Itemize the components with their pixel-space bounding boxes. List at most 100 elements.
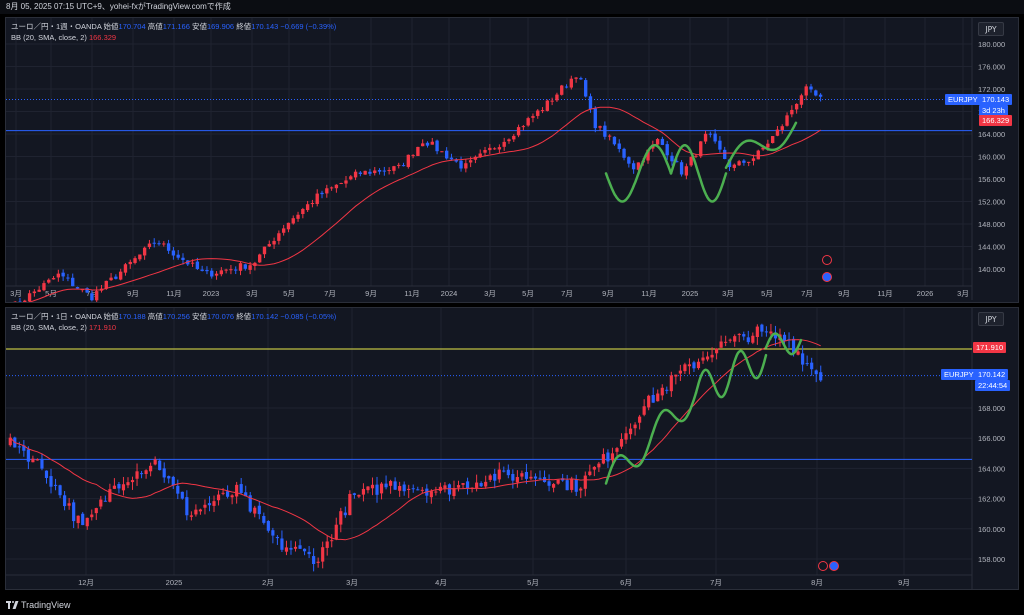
weekly-currency-button[interactable]: JPY xyxy=(978,22,1004,36)
price-axis-label: 140.000 xyxy=(978,265,1005,274)
time-axis-label: 3月 xyxy=(10,289,22,298)
price-axis-label: 144.000 xyxy=(978,243,1005,252)
candle-body xyxy=(660,138,665,145)
weekly-open-label: 始値 xyxy=(103,22,119,31)
time-axis-label: 5月 xyxy=(527,578,539,587)
time-axis-label: 3月 xyxy=(957,289,969,298)
candle-body xyxy=(564,86,569,88)
candle-body xyxy=(488,147,492,151)
daily-bb-legend[interactable]: BB (20, SMA, close, 2) 171.910 xyxy=(11,323,116,332)
candle-body xyxy=(761,147,765,150)
candle-body xyxy=(799,95,804,105)
candle-body xyxy=(205,269,209,272)
time-axis-label: 9月 xyxy=(365,289,377,298)
candle-body xyxy=(617,143,621,149)
candle-body xyxy=(262,246,267,255)
time-axis-label: 2025 xyxy=(682,289,699,298)
candle-body xyxy=(142,247,147,256)
candle-body xyxy=(166,243,171,251)
candle-body xyxy=(210,270,214,277)
candle-body xyxy=(728,339,732,341)
candle-body xyxy=(99,499,103,507)
candle-body xyxy=(579,488,583,491)
daily-close: 170.142 xyxy=(251,312,279,321)
candle-body xyxy=(560,85,564,95)
candle-body xyxy=(248,265,252,270)
candle-body xyxy=(401,165,406,167)
candle-body xyxy=(483,150,487,153)
weekly-bb-legend[interactable]: BB (20, SMA, close, 2) 166.329 xyxy=(11,33,116,42)
candle-body xyxy=(780,126,784,131)
candle-body xyxy=(53,484,58,486)
candle-body xyxy=(515,477,519,483)
candle-body xyxy=(718,140,722,150)
weekly-chart-canvas[interactable]: 180.000176.000172.000168.000164.000160.0… xyxy=(6,18,1018,302)
candle-body xyxy=(468,160,473,163)
time-axis-label: 2026 xyxy=(917,289,934,298)
price-axis-label: 176.000 xyxy=(978,63,1005,72)
candle-body xyxy=(782,334,787,342)
price-axis-label: 156.000 xyxy=(978,175,1005,184)
weekly-close-label: 終値 xyxy=(236,22,252,31)
candle-body xyxy=(696,361,701,369)
candle-body xyxy=(570,478,574,490)
daily-chart-pane[interactable]: 168.000 166.000 164.000 162.000 160.000 158.0… xyxy=(5,307,1019,590)
candle-body xyxy=(459,160,463,169)
candle-body xyxy=(670,155,674,162)
candle-body xyxy=(353,171,358,178)
candle-body xyxy=(61,272,65,277)
daily-symbol: ユーロ／円・1日・OANDA xyxy=(11,312,102,321)
daily-event-icon[interactable] xyxy=(818,561,828,571)
time-axis-label: 5月 xyxy=(283,289,295,298)
candle-body xyxy=(298,545,302,549)
candle-body xyxy=(574,479,578,492)
candle-body xyxy=(329,187,334,189)
candle-body xyxy=(190,262,195,264)
time-axis-label: 3月 xyxy=(484,289,496,298)
candle-body xyxy=(384,483,388,488)
candle-body xyxy=(339,511,343,525)
weekly-event-icon[interactable] xyxy=(822,255,832,265)
candle-body xyxy=(301,209,305,215)
tradingview-logo[interactable]: TradingView xyxy=(6,600,71,610)
candle-body xyxy=(139,473,144,475)
candle-body xyxy=(293,546,298,549)
candle-body xyxy=(382,170,387,172)
candle-body xyxy=(733,336,737,342)
candle-body xyxy=(194,509,198,515)
candle-body xyxy=(770,136,775,144)
candle-body xyxy=(207,503,212,506)
time-axis-label: 7月 xyxy=(710,578,722,587)
candle-body xyxy=(243,264,247,269)
elliott-wave-drawing xyxy=(724,121,798,170)
elliott-wave-drawing xyxy=(694,349,768,399)
candle-body xyxy=(651,394,655,403)
candle-body xyxy=(32,291,37,294)
candle-body xyxy=(810,362,814,370)
candle-body xyxy=(425,142,430,146)
candle-body xyxy=(330,540,334,542)
candle-body xyxy=(622,148,626,158)
candle-body xyxy=(343,512,347,516)
candle-body xyxy=(416,146,420,156)
candle-body xyxy=(678,370,682,374)
daily-chart-canvas[interactable]: 168.000 166.000 164.000 162.000 160.000 158.0… xyxy=(6,308,1018,589)
candle-body xyxy=(449,157,454,160)
candle-body xyxy=(478,153,482,158)
candle-body xyxy=(149,465,153,472)
candle-body xyxy=(574,77,578,79)
time-axis-label: 3月 xyxy=(346,578,358,587)
candle-body xyxy=(271,530,275,536)
candle-body xyxy=(606,452,610,462)
time-axis-label: 4月 xyxy=(435,578,447,587)
candle-body xyxy=(526,118,530,126)
daily-currency-button[interactable]: JPY xyxy=(978,312,1004,326)
candle-body xyxy=(746,337,750,343)
weekly-change: −0.669 (−0.39%) xyxy=(280,22,337,31)
candle-body xyxy=(751,335,755,343)
daily-dividend-icon[interactable] xyxy=(829,561,839,571)
candle-body xyxy=(619,439,624,447)
weekly-chart-pane[interactable]: 180.000176.000172.000168.000164.000160.0… xyxy=(5,17,1019,303)
candle-body xyxy=(545,100,550,111)
weekly-dividend-icon[interactable] xyxy=(822,272,832,282)
